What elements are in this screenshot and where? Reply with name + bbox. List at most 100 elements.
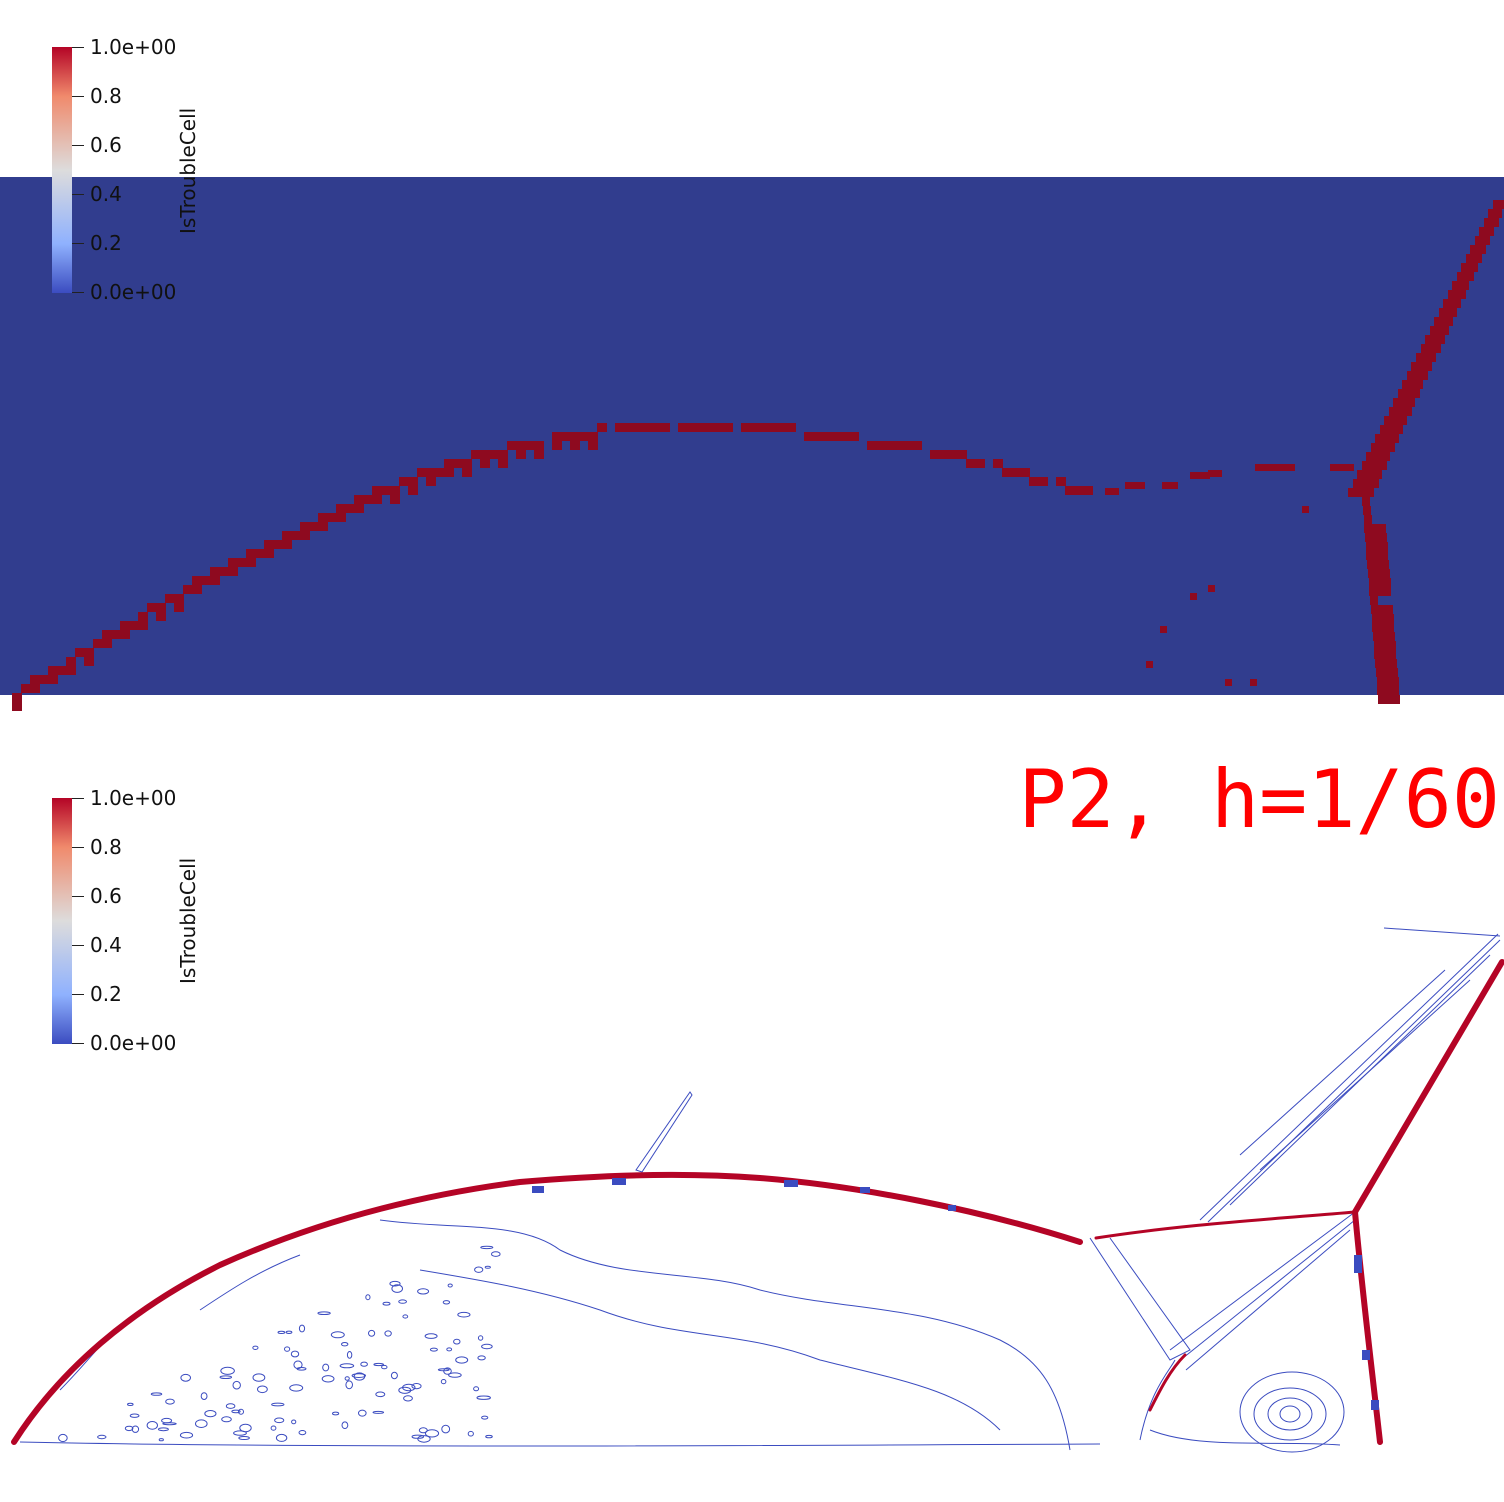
colorbar-tick (72, 896, 84, 897)
contour-line (1259, 979, 1471, 1171)
trouble-cell (156, 603, 166, 612)
trouble-cell (201, 576, 211, 585)
slip-line-contour (1148, 1353, 1187, 1412)
contour-line (1383, 927, 1501, 937)
contour-speckle (257, 1385, 268, 1394)
trouble-cell (1371, 443, 1395, 452)
trouble-cell (480, 450, 490, 459)
contour-line (1139, 1359, 1176, 1441)
trouble-cell (1372, 614, 1394, 623)
contour-speckle (158, 1438, 164, 1442)
trouble-cell (597, 423, 607, 432)
trouble-cell (1208, 585, 1215, 592)
contour-speckle (225, 1403, 236, 1409)
trouble-cell (453, 459, 463, 468)
trouble-cell (444, 459, 454, 468)
contour-speckle (424, 1429, 440, 1438)
trouble-cell (1389, 407, 1412, 416)
trouble-cell (912, 441, 922, 450)
trouble-cell (1398, 389, 1420, 398)
contour-speckle (238, 1408, 244, 1415)
trouble-cell (570, 432, 580, 441)
trouble-cell (75, 648, 85, 657)
bow-shock-contour (11, 1171, 1083, 1445)
trouble-cell (372, 495, 382, 504)
trouble-cell (1452, 281, 1469, 290)
trouble-cell (1466, 254, 1482, 263)
contour-speckle (129, 1413, 140, 1418)
trouble-cell (876, 441, 886, 450)
contour-speckle (271, 1402, 285, 1407)
contour-patch (1362, 1350, 1370, 1360)
trouble-cell (1378, 695, 1400, 704)
trouble-cell (588, 432, 598, 441)
contour-patch (1354, 1255, 1362, 1273)
contour-line (635, 1091, 693, 1173)
trouble-cell (1190, 472, 1210, 479)
trouble-cell (390, 495, 400, 504)
contour-speckle (341, 1421, 349, 1430)
contour-line (19, 1441, 1101, 1447)
trouble-cell (588, 441, 598, 450)
contour-speckle (453, 1338, 461, 1345)
contour-speckle (317, 1311, 331, 1316)
trouble-cell (966, 459, 976, 468)
trouble-cell (1038, 477, 1048, 486)
trouble-cell (111, 630, 121, 639)
contour-speckle (457, 1311, 471, 1318)
vertical-shock-contour (1352, 1209, 1383, 1445)
trouble-cell (786, 423, 796, 432)
trouble-cell (354, 495, 364, 504)
contour-speckle (481, 1343, 493, 1350)
contour-speckle (390, 1371, 398, 1380)
colorbar-tick (72, 96, 84, 97)
contour-speckle (291, 1419, 297, 1425)
trouble-cell (1374, 641, 1396, 650)
contour-speckle (375, 1391, 386, 1398)
contour-speckle (252, 1345, 259, 1350)
trouble-cell (1074, 486, 1084, 495)
low-contours (19, 927, 1501, 1453)
contour-speckle (455, 1356, 469, 1364)
trouble-cell (1430, 326, 1449, 335)
trouble-cell (507, 441, 517, 450)
trouble-cell (129, 621, 139, 630)
trouble-cell (903, 441, 913, 450)
contour-speckle (417, 1435, 431, 1443)
trouble-cell (894, 441, 904, 450)
colorbar-gradient (52, 798, 72, 1044)
colorbar-label-min: 0.0e+00 (90, 280, 177, 304)
trouble-cell (1393, 398, 1415, 407)
trouble-cell (57, 666, 67, 675)
trouble-cell (849, 432, 859, 441)
trouble-cell (1056, 477, 1066, 486)
trouble-cell (48, 666, 58, 675)
colorbar-tick (72, 945, 84, 946)
trouble-cell (246, 558, 256, 567)
contour-speckle (332, 1411, 340, 1416)
contour-speckle (441, 1424, 451, 1434)
contour-line (1177, 1219, 1356, 1363)
colorbar-label: 0.2 (90, 231, 122, 255)
trouble-cell (993, 459, 1003, 468)
trouble-cell (165, 594, 175, 603)
contour-speckle (476, 1395, 491, 1400)
trouble-cell (66, 657, 76, 666)
trouble-cell (156, 612, 166, 621)
trouble-cell (516, 441, 526, 450)
trouble-cell (1384, 416, 1407, 425)
contour-speckle (446, 1347, 453, 1352)
trouble-cell (219, 567, 229, 576)
trouble-cell (120, 621, 130, 630)
trouble-cell (1369, 587, 1391, 596)
mach-stem-contour (1094, 1210, 1357, 1240)
trouble-cell (570, 441, 580, 450)
contour-speckle (322, 1363, 330, 1372)
trouble-cell (381, 486, 391, 495)
contour-speckle (358, 1409, 367, 1417)
trouble-cell (939, 450, 949, 459)
trouble-cell (408, 486, 418, 495)
colorbar: 1.0e+00 0.8 0.6 0.4 0.2 0.0e+00 IsTroubl… (52, 788, 200, 1053)
contour-speckle (372, 1410, 385, 1414)
colorbar-tick (72, 847, 84, 848)
